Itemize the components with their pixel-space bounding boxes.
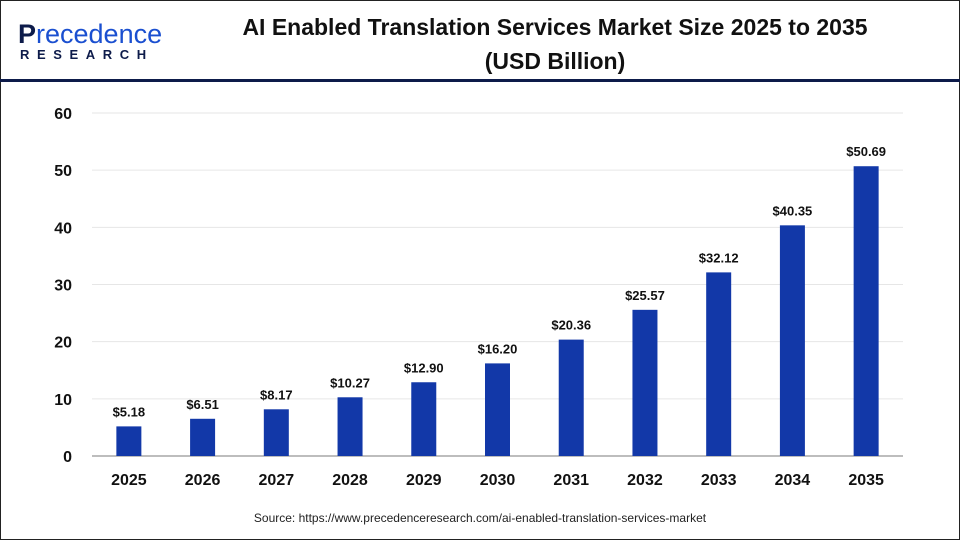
x-tick-label: 2035 bbox=[848, 472, 884, 489]
bar-2034 bbox=[779, 225, 805, 456]
y-tick-label: 10 bbox=[54, 392, 72, 409]
data-label: $10.27 bbox=[330, 375, 370, 390]
data-label: $50.69 bbox=[846, 144, 886, 159]
bar-2029 bbox=[411, 382, 437, 456]
title-line-1: AI Enabled Translation Services Market S… bbox=[242, 14, 868, 40]
data-label: $16.20 bbox=[478, 341, 518, 356]
data-label: $12.90 bbox=[404, 360, 444, 375]
header-divider bbox=[0, 79, 960, 82]
data-label: $5.18 bbox=[113, 404, 146, 419]
y-tick-label: 60 bbox=[54, 106, 72, 123]
chart-title: AI Enabled Translation Services Market S… bbox=[195, 10, 915, 78]
bar-2030 bbox=[485, 363, 510, 456]
y-tick-label: 30 bbox=[54, 278, 72, 295]
x-tick-label: 2031 bbox=[553, 472, 589, 489]
logo-text-top: Precedence bbox=[18, 19, 163, 49]
source-text: Source: https://www.precedenceresearch.c… bbox=[253, 511, 707, 525]
bar-2025 bbox=[116, 426, 142, 456]
x-tick-label: 2026 bbox=[185, 472, 221, 489]
x-tick-label: 2025 bbox=[111, 472, 147, 489]
y-tick-label: 50 bbox=[54, 163, 72, 180]
bar-2031 bbox=[558, 339, 584, 456]
data-label: $20.36 bbox=[551, 318, 591, 333]
logo: Precedence RESEARCH bbox=[18, 19, 163, 64]
x-tick-label: 2029 bbox=[406, 472, 442, 489]
x-tick-label: 2028 bbox=[332, 472, 368, 489]
bar-2027 bbox=[263, 409, 289, 456]
logo-text-bottom: RESEARCH bbox=[20, 47, 154, 62]
data-label: $8.17 bbox=[260, 387, 293, 402]
x-tick-label: 2034 bbox=[775, 472, 811, 489]
bar-2035 bbox=[853, 166, 879, 456]
y-tick-label: 20 bbox=[54, 335, 72, 352]
data-label: $32.12 bbox=[699, 250, 739, 265]
data-label: $6.51 bbox=[186, 397, 219, 412]
bar-2028 bbox=[337, 397, 363, 456]
bar-2026 bbox=[190, 418, 216, 456]
x-tick-label: 2030 bbox=[480, 472, 516, 489]
data-label: $40.35 bbox=[773, 203, 813, 218]
bar-2032 bbox=[632, 309, 658, 456]
x-tick-label: 2032 bbox=[627, 472, 663, 489]
data-label: $25.57 bbox=[625, 288, 665, 303]
y-tick-label: 0 bbox=[63, 449, 72, 466]
y-tick-label: 40 bbox=[54, 220, 72, 237]
x-tick-label: 2027 bbox=[259, 472, 295, 489]
x-tick-label: 2033 bbox=[701, 472, 737, 489]
bar-2033 bbox=[706, 272, 732, 456]
title-line-2: (USD Billion) bbox=[484, 48, 626, 74]
